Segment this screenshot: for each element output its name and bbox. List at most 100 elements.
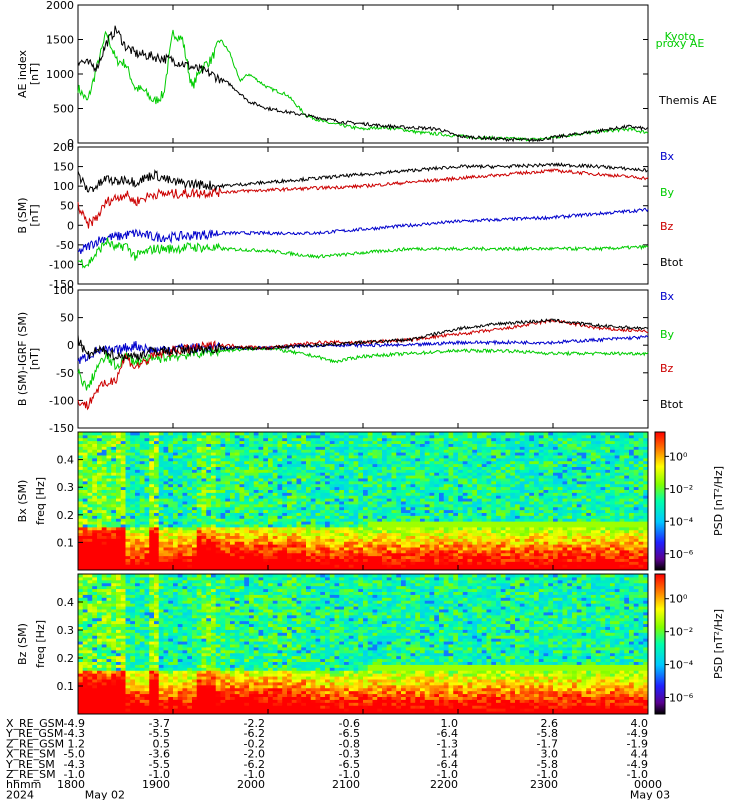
spectrogram-cell [268,455,274,459]
spectrogram-cell [377,480,383,485]
spectrogram-cell [519,475,525,479]
spectrogram-cell [420,512,426,516]
spectrogram-cell [177,506,183,511]
spectrogram-cell [405,518,411,522]
spectrogram-cell [538,486,544,490]
spectrogram-cell [201,529,207,534]
spectrogram-cell [277,567,283,571]
spectrogram-cell [519,455,525,459]
spectrogram-cell [543,489,549,493]
spectrogram-cell [481,472,487,476]
spectrogram-cell [334,492,340,496]
spectrogram-cell [177,532,183,536]
spectrogram-cell [120,452,126,456]
spectrogram-cell [239,455,245,459]
spectrogram-cell [458,561,464,565]
spectrogram-cell [543,506,549,511]
spectrogram-cell [306,506,312,511]
spectrogram-cell [225,463,231,467]
spectrogram-cell [187,544,193,548]
spectrogram-cell [491,457,497,462]
spectrogram-cell [154,552,160,557]
spectrogram-cell [111,434,117,439]
spectrogram-cell [458,524,464,528]
spectrogram-cell [87,521,93,525]
spectrogram-cell [225,466,231,470]
spectrogram-cell [258,483,264,488]
spectrogram-cell [97,486,103,490]
spectrogram-cell [125,440,131,444]
spectrogram-cell [429,437,435,442]
spectrogram-cell [348,486,354,490]
spectrogram-cell [211,541,217,545]
spectrogram-cell [173,541,179,545]
spectrogram-cell [529,521,535,525]
spectrogram-cell [301,437,307,442]
spectrogram-cell [287,469,293,473]
spectrogram-cell [291,437,297,442]
spectrogram-cell [116,437,122,442]
spectrogram-cell [306,535,312,539]
spectrogram-cell [424,480,430,485]
spectrogram-cell [215,509,221,513]
spectrogram-cell [177,535,183,539]
spectrogram-cell [334,518,340,522]
spectrogram-cell [538,521,544,525]
spectrogram-cell [458,518,464,522]
spectrogram-cell [496,544,502,548]
spectrogram-cell [367,440,373,444]
spectrogram-cell [306,561,312,565]
spectrogram-cell [477,449,483,453]
spectrogram-cell [486,434,492,439]
spectrogram-cell [116,483,122,488]
spectrogram-cell [182,558,188,562]
spectrogram-cell [87,518,93,522]
spectrogram-cell [529,478,535,482]
spectrogram-cell [367,547,373,551]
spectrogram-cell [192,521,198,525]
spectrogram-cell [505,489,511,493]
spectrogram-cell [458,463,464,467]
spectrogram-cell [187,457,193,462]
spectrogram-cell [282,432,288,436]
spectrogram-cell [429,492,435,496]
spectrogram-cell [391,469,397,473]
spectrogram-cell [500,512,506,516]
spectrogram-cell [543,547,549,551]
spectrogram-cell [443,535,449,539]
spectrogram-cell [277,489,283,493]
spectrogram-cell [538,478,544,482]
spectrogram-cell [496,452,502,456]
spectrogram-cell [401,469,407,473]
spectrogram-cell [529,526,535,531]
spectrogram-cell [177,561,183,565]
spectrogram-cell [78,432,84,436]
spectrogram-cell [363,544,369,548]
spectrogram-cell [472,524,478,528]
spectrogram-cell [410,455,416,459]
spectrogram-cell [296,486,302,490]
spectrogram-cell [553,535,559,539]
spectrogram-cell [111,460,117,465]
spectrogram-cell [154,532,160,536]
spectrogram-cell [325,509,331,513]
spectrogram-cell [329,564,335,568]
spectrogram-cell [391,495,397,499]
spectrogram-cell [144,446,150,450]
spectrogram-cell [315,455,321,459]
spectrogram-cell [206,460,212,465]
spectrogram-cell [87,437,93,442]
spectrogram-cell [401,544,407,548]
spectrogram-cell [149,526,155,531]
spectrogram-cell [78,552,84,557]
spectrogram-cell [120,567,126,571]
spectrogram-cell [206,455,212,459]
spectrogram-cell [443,469,449,473]
spectrogram-cell [234,437,240,442]
spectrogram-cell [410,466,416,470]
spectrogram-cell [130,478,136,482]
spectrogram-cell [249,503,255,508]
spectrogram-cell [87,561,93,565]
spectrogram-cell [111,506,117,511]
spectrogram-cell [106,561,112,565]
